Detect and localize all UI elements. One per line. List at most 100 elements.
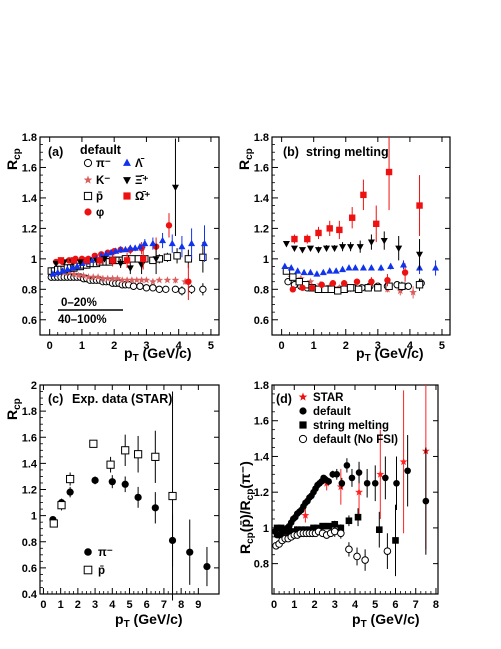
data-point [117, 260, 125, 268]
legend-label: string melting [313, 420, 389, 432]
data-point [336, 226, 343, 234]
data-point [375, 526, 383, 533]
data-point [134, 493, 142, 501]
data-point [416, 251, 424, 259]
legend-marker [123, 192, 131, 200]
data-point [142, 284, 151, 292]
panel-d: 0 1 2 3 4 5 6 7 8 0.8 1 1.2 1.4 1.6 1.8 (d) [254, 380, 439, 611]
legend-label: default [313, 406, 351, 418]
legend-marker [83, 191, 93, 201]
x-tick-label: 7 [413, 599, 419, 611]
data-point [137, 276, 146, 284]
data-point [298, 247, 306, 254]
panel-a-ylabel: Rcp [4, 148, 23, 170]
data-point [106, 460, 115, 469]
data-point [325, 478, 332, 485]
panel-b-xlabel: pT (GeV/c) [356, 345, 424, 364]
data-point [327, 285, 336, 294]
data-point [355, 488, 363, 496]
series-Ω̄⁺ [291, 137, 423, 244]
y-tick-label: 1.2 [254, 223, 269, 235]
data-point [178, 242, 186, 250]
x-tick-label: 2 [111, 340, 117, 352]
data-point [399, 457, 408, 466]
data-point [136, 282, 144, 290]
series-p̄ [49, 391, 177, 601]
legend-label: K⁻ [96, 175, 110, 187]
data-point [338, 479, 346, 487]
data-point [295, 277, 303, 286]
data-point [151, 452, 160, 461]
data-point [152, 256, 160, 263]
data-point [185, 278, 192, 285]
data-point [171, 276, 180, 284]
data-point [432, 264, 440, 271]
data-point [168, 491, 177, 501]
data-point [404, 467, 411, 475]
data-point [306, 277, 315, 285]
panel-b-frame [271, 136, 451, 336]
data-point [140, 255, 147, 263]
y-tick-label: 1.6 [22, 432, 37, 444]
x-tick-label: 1 [291, 599, 297, 611]
data-point [155, 276, 164, 284]
panel-a-legend: π⁻ Λ̄ K⁻ Ξ̄⁺ p̄ Ω̄⁺ φ [83, 158, 150, 219]
data-point [306, 245, 315, 253]
x-tick-label: 3 [143, 340, 149, 352]
data-point [367, 239, 375, 246]
data-point [300, 268, 308, 276]
data-point [66, 474, 75, 484]
data-point [136, 242, 144, 250]
data-point [281, 262, 289, 270]
x-tick-label: 3 [332, 599, 338, 611]
data-point [383, 547, 392, 555]
data-point [373, 220, 380, 228]
x-tick-label: 5 [208, 340, 214, 352]
data-point [393, 479, 400, 487]
y-tick-label: 1.6 [254, 162, 269, 174]
panel-d-plot-area: 0 1 2 3 4 5 6 7 8 0.8 1 1.2 1.4 1.6 1.8 [254, 380, 439, 611]
data-point [306, 268, 315, 276]
panel-b-label: (b) [283, 145, 299, 159]
data-point [339, 244, 347, 251]
x-tick-label: 4 [176, 340, 183, 352]
data-point [273, 524, 281, 532]
data-point [323, 245, 331, 253]
data-point [173, 252, 181, 260]
data-point [326, 267, 334, 274]
legend-marker [83, 158, 93, 168]
panel-a-xlabel: pT (GeV/c) [124, 345, 192, 364]
legend-label: π⁻ [98, 547, 113, 559]
data-point [337, 529, 345, 538]
data-point [134, 450, 143, 459]
data-point [171, 184, 179, 192]
x-tick-label: 8 [433, 599, 439, 611]
series-π⁻ [49, 475, 211, 587]
y-tick-label: 1.2 [254, 487, 269, 499]
panel-c-frame [39, 384, 220, 595]
x-tick-label: 4 [109, 599, 116, 611]
centrality-top: 0–20% [61, 297, 97, 309]
data-point [340, 285, 348, 294]
series-Ω̄⁺ [57, 248, 147, 270]
legend-marker [84, 208, 92, 216]
data-point [49, 519, 58, 528]
y-tick-label: 0.6 [22, 315, 37, 327]
data-point [289, 286, 297, 293]
x-tick-label: 3 [375, 340, 381, 352]
data-point [133, 276, 141, 284]
data-point [299, 284, 306, 291]
x-tick-label: 2 [343, 340, 349, 352]
series-φ [289, 263, 409, 293]
legend-marker [123, 177, 131, 185]
y-tick-label: 0.6 [254, 315, 269, 327]
data-point [187, 285, 196, 294]
y-tick-label: 1 [31, 254, 37, 266]
x-tick-label: 1 [311, 340, 317, 352]
panel-c-label: (c) [48, 392, 63, 406]
data-point [74, 271, 83, 279]
data-point [337, 524, 345, 532]
legend-label: default (No FSI) [313, 434, 398, 446]
x-tick-label: 5 [439, 340, 445, 352]
data-point [385, 282, 393, 290]
